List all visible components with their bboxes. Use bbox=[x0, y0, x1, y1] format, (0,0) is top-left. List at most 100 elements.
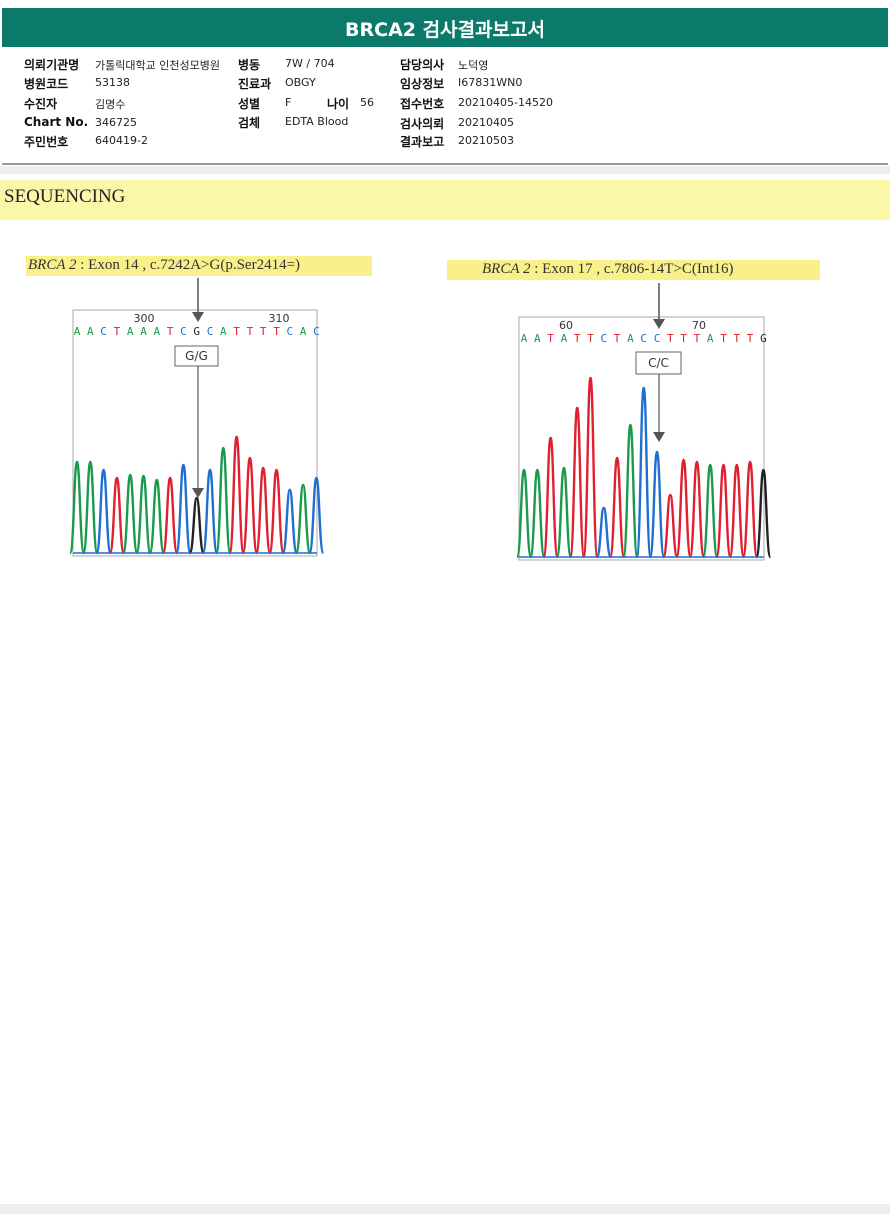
trace-peak bbox=[728, 463, 745, 559]
base-call: T bbox=[114, 325, 121, 338]
trace-peak bbox=[268, 468, 285, 555]
info-label: 병원코드 bbox=[24, 77, 69, 91]
base-call: A bbox=[220, 325, 227, 338]
info-label: 수진자 bbox=[24, 97, 58, 111]
trace-peak bbox=[529, 468, 546, 559]
divider bbox=[2, 163, 888, 165]
arrow-head bbox=[653, 319, 665, 329]
trace-peak bbox=[68, 460, 86, 555]
info-label: 검체 bbox=[238, 116, 261, 130]
info-value: 20210405 bbox=[458, 116, 514, 129]
base-call: A bbox=[521, 332, 528, 345]
info-value: 김명수 bbox=[95, 98, 126, 111]
variant-text: : Exon 14 , c.7242A>G(p.Ser2414=) bbox=[80, 257, 301, 273]
base-call: C bbox=[654, 332, 661, 345]
arrow-head bbox=[653, 432, 665, 442]
variant-label: BRCA 2 : Exon 14 , c.7242A>G(p.Ser2414=) bbox=[28, 257, 300, 274]
arrow-head bbox=[192, 488, 204, 498]
base-call: T bbox=[614, 332, 621, 345]
gene-name: BRCA 2 bbox=[482, 261, 531, 277]
info-value: 노덕영 bbox=[458, 59, 489, 72]
trace-peak bbox=[82, 460, 99, 555]
base-call: T bbox=[167, 325, 174, 338]
info-label: 병동 bbox=[238, 58, 261, 72]
trace-peak bbox=[135, 474, 152, 555]
variant-highlight bbox=[26, 256, 372, 276]
base-call: A bbox=[74, 325, 81, 338]
info-label: 검사의뢰 bbox=[400, 117, 445, 131]
trace-peak bbox=[688, 460, 706, 559]
variant-label: BRCA 2 : Exon 17 , c.7806-14T>C(Int16) bbox=[482, 261, 734, 278]
info-value: 56 bbox=[360, 96, 374, 109]
trace-peak bbox=[648, 450, 666, 559]
trace-peak bbox=[108, 476, 126, 555]
trace-peak bbox=[595, 506, 612, 559]
base-call: C bbox=[313, 325, 320, 338]
base-call: T bbox=[720, 332, 727, 345]
trace-peak bbox=[635, 386, 652, 559]
trace-peak bbox=[228, 435, 245, 555]
base-call: G bbox=[760, 332, 767, 345]
report-title: BRCA2 검사결과보고서 bbox=[345, 19, 545, 41]
info-value: 20210503 bbox=[458, 134, 514, 147]
info-label: 주민번호 bbox=[24, 135, 69, 149]
info-value: 20210405-14520 bbox=[458, 96, 553, 109]
trace-peak bbox=[95, 468, 112, 555]
genotype-box bbox=[174, 345, 219, 367]
arrow-head bbox=[192, 312, 204, 322]
trace-peak bbox=[161, 476, 179, 555]
genotype: G/G bbox=[185, 349, 208, 363]
base-call: T bbox=[667, 332, 674, 345]
position-label: 60 bbox=[559, 319, 573, 332]
base-call: C bbox=[286, 325, 293, 338]
trace-peak bbox=[255, 466, 272, 555]
info-label: 결과보고 bbox=[400, 135, 445, 149]
info-value: F bbox=[285, 96, 292, 109]
info-label: 담당의사 bbox=[400, 58, 445, 72]
info-value: 346725 bbox=[95, 116, 137, 129]
position-label: 300 bbox=[134, 312, 155, 325]
info-value: 7W / 704 bbox=[285, 57, 335, 70]
info-label: 임상정보 bbox=[400, 77, 445, 91]
base-call: A bbox=[627, 332, 634, 345]
trace-peak bbox=[308, 476, 325, 555]
genotype: C/C bbox=[648, 356, 669, 370]
info-label: Chart No. bbox=[24, 115, 89, 129]
variant-text: : Exon 17 , c.7806-14T>C(Int16) bbox=[534, 261, 734, 277]
base-call: C bbox=[640, 332, 647, 345]
trace-peak bbox=[662, 493, 679, 559]
trace-peak bbox=[201, 468, 219, 555]
trace-peak bbox=[122, 473, 139, 555]
base-call: T bbox=[680, 332, 687, 345]
trace-peak bbox=[622, 423, 639, 559]
info-value: 가톨릭대학교 인천성모병원 bbox=[95, 59, 220, 72]
trace-peak bbox=[515, 468, 533, 559]
trace-peak bbox=[582, 376, 599, 559]
base-call: T bbox=[587, 332, 594, 345]
position-label: 310 bbox=[269, 312, 290, 325]
base-call: A bbox=[87, 325, 94, 338]
base-call: C bbox=[100, 325, 107, 338]
trace-peak bbox=[555, 466, 573, 559]
genotype-box bbox=[635, 351, 682, 375]
gene-name: BRCA 2 bbox=[28, 257, 77, 273]
base-call: T bbox=[574, 332, 581, 345]
base-call: T bbox=[260, 325, 267, 338]
header-bar bbox=[2, 8, 888, 47]
trace-peak bbox=[175, 463, 192, 555]
base-call: G bbox=[193, 325, 200, 338]
base-call: C bbox=[207, 325, 214, 338]
trace-peak bbox=[608, 456, 626, 559]
section-band bbox=[0, 180, 890, 220]
base-call: A bbox=[153, 325, 160, 338]
base-call: T bbox=[233, 325, 240, 338]
trace-peak bbox=[702, 463, 719, 559]
section-title: SEQUENCING bbox=[4, 186, 126, 207]
info-value: 640419-2 bbox=[95, 134, 148, 147]
base-call: A bbox=[140, 325, 147, 338]
info-label: 나이 bbox=[327, 97, 350, 111]
trace-peak bbox=[715, 463, 732, 559]
info-label: 진료과 bbox=[238, 77, 272, 91]
info-value: OBGY bbox=[285, 76, 316, 89]
